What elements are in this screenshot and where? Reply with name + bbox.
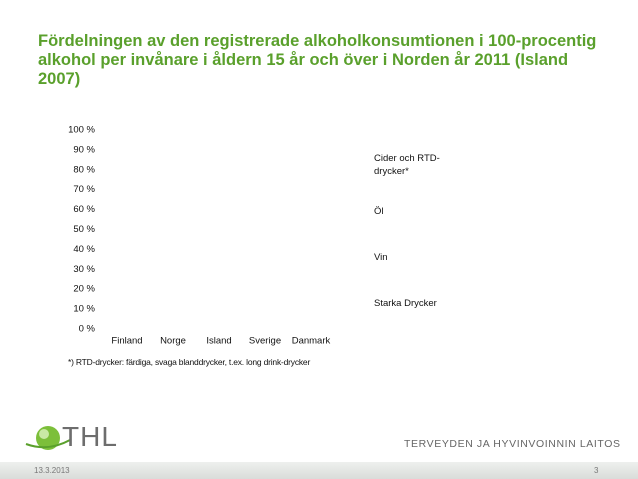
legend-entry: Starka Drycker xyxy=(374,297,437,309)
logo-text: THL xyxy=(62,421,118,452)
y-tick-label: 50 % xyxy=(73,224,95,235)
y-tick-label: 60 % xyxy=(73,204,95,215)
legend-entry: Öl xyxy=(374,205,384,217)
y-tick-label: 10 % xyxy=(73,304,95,315)
chart-title: Fördelningen av den registrerade alkohol… xyxy=(38,32,597,88)
y-tick-label: 100 % xyxy=(68,125,95,136)
footer-date: 13.3.2013 xyxy=(34,466,70,475)
y-tick-label: 80 % xyxy=(73,164,95,175)
x-tick-label: Sverige xyxy=(249,336,281,347)
x-tick-label: Finland xyxy=(111,336,142,347)
y-tick-label: 30 % xyxy=(73,264,95,275)
logo-swoosh xyxy=(25,439,71,449)
legend-entry: Vin xyxy=(374,251,388,263)
logo-highlight xyxy=(39,429,49,439)
y-tick-label: 20 % xyxy=(73,284,95,295)
x-tick-label: Danmark xyxy=(292,336,331,347)
legend-entry: Cider och RTD-drycker* xyxy=(374,153,440,177)
page-number: 3 xyxy=(594,466,599,475)
organization: TERVEYDEN JA HYVINVOINNIN LAITOS xyxy=(404,438,621,450)
x-tick-label: Norge xyxy=(160,336,186,347)
y-tick-label: 40 % xyxy=(73,244,95,255)
footer-bar xyxy=(0,462,638,479)
y-tick-label: 0 % xyxy=(79,324,96,335)
x-tick-label: Island xyxy=(206,336,231,347)
footnote: *) RTD-drycker: färdiga, svaga blanddryc… xyxy=(68,357,311,367)
logo-icon xyxy=(25,426,71,450)
y-tick-label: 70 % xyxy=(73,184,95,195)
y-tick-label: 90 % xyxy=(73,144,95,155)
